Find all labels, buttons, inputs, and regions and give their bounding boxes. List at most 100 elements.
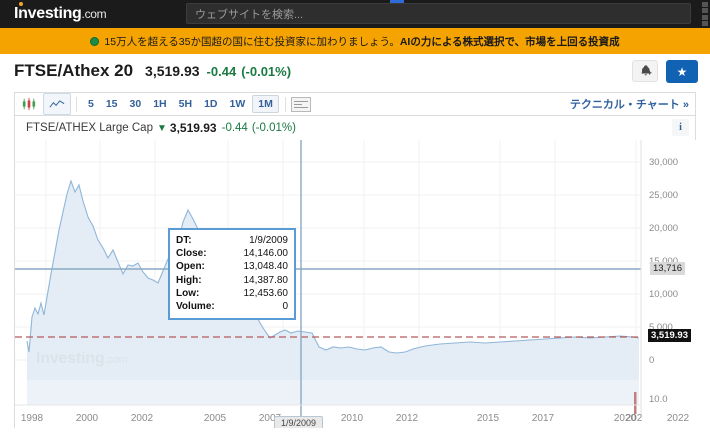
tooltip-row: Low: 12,453.60 <box>176 287 288 300</box>
tooltip-row: High: 14,387.80 <box>176 274 288 287</box>
tooltip-value: 1/9/2009 <box>249 235 288 246</box>
line-chart-button[interactable] <box>43 93 71 115</box>
last-price-tag: 3,519.93 <box>648 329 691 342</box>
toolbar-divider <box>76 96 77 112</box>
kebab-dot <box>702 2 708 7</box>
promo-text-bold: AIの力による株式選択で、市場を上回る投資成 <box>399 35 620 48</box>
instrument-change-percent: (-0.01%) <box>241 63 292 79</box>
investing-logo[interactable]: Investing .com <box>14 2 107 23</box>
y-axis-tick-labels: 30,000 25,000 20,000 15,000 10,000 5,000… <box>649 157 678 405</box>
chart-trend-arrow-icon: ▼ <box>156 122 167 134</box>
xtick-label: 2000 <box>76 413 99 424</box>
chart-panel: FTSE/ATHEX Large Cap ▼ 3,519.93 -0.44 (-… <box>14 116 697 428</box>
tooltip-value: 12,453.60 <box>243 287 289 299</box>
tooltip-key: Close: <box>176 248 207 260</box>
site-search-input[interactable]: ウェブサイトを検索... <box>186 3 691 24</box>
ytick-label: 5,000 <box>649 322 673 333</box>
volume-pane-background <box>27 380 639 405</box>
tooltip-row: Volume: 0 <box>176 300 288 313</box>
chart-change: -0.44 <box>221 122 248 134</box>
ytick-label: 25,000 <box>649 190 678 201</box>
tooltip-row: Close: 14,146.00 <box>176 247 288 260</box>
promo-text: 15万人を超える35か国超の国に住む投資家に加わりましょう。AIの力による株式選… <box>104 34 619 49</box>
nav-active-indicator <box>390 0 404 3</box>
news-line <box>293 103 302 105</box>
xtick-label: 2010 <box>341 413 364 424</box>
interval-5[interactable]: 5 <box>88 98 94 110</box>
tooltip-key: Volume: <box>176 301 215 313</box>
instrument-last-price: 3,519.93 <box>145 63 200 79</box>
chart-plot-area[interactable]: 30,000 25,000 20,000 15,000 10,000 5,000… <box>15 140 697 428</box>
ytick-label: 30,000 <box>649 157 678 168</box>
logo-main-text: Investing <box>14 2 82 22</box>
xtick-label: 2017 <box>532 413 555 424</box>
interval-5h[interactable]: 5H <box>178 98 193 110</box>
kebab-menu-icon[interactable] <box>702 2 708 26</box>
chart-info-button[interactable]: i <box>672 119 689 136</box>
xtick-label: 2012 <box>396 413 419 424</box>
top-navigation-bar: Investing .com ウェブサイトを検索... <box>0 0 710 28</box>
interval-15[interactable]: 15 <box>105 98 118 110</box>
crosshair-price-tag: 13,716 <box>650 262 686 275</box>
chart-last-price: 3,519.93 <box>169 121 217 135</box>
ytick-label: 15,000 <box>649 256 678 267</box>
interval-30[interactable]: 30 <box>129 98 142 110</box>
ytick-label: 0 <box>649 355 654 366</box>
xtick-label: 2002 <box>131 413 154 424</box>
promo-banner[interactable]: 15万人を超える35か国超の国に住む投資家に加わりましょう。AIの力による株式選… <box>0 28 710 54</box>
globe-icon <box>90 36 100 46</box>
xtick-label: 2020 <box>614 413 637 424</box>
kebab-dot <box>702 14 708 20</box>
interval-1d[interactable]: 1D <box>204 98 218 110</box>
chart-toolbar: 5 15 30 1H 5H 1D 1W 1M テクニカル・チャート » <box>14 92 696 116</box>
watermark-suffix: .com <box>104 354 128 366</box>
interval-1h[interactable]: 1H <box>153 98 167 110</box>
info-icon: i <box>679 122 682 133</box>
kebab-dot <box>702 8 708 14</box>
tooltip-value: 13,048.40 <box>243 261 289 273</box>
instrument-change: -0.44 <box>206 63 237 79</box>
tooltip-value: 0 <box>282 301 288 313</box>
ytick-label: 10,000 <box>649 289 678 300</box>
toolbar-divider <box>284 96 286 112</box>
tooltip-value: 14,387.80 <box>243 274 289 286</box>
news-panel-button[interactable] <box>290 96 311 112</box>
interval-1m[interactable]: 1M <box>252 95 279 113</box>
tooltip-row: Open: 13,048.40 <box>176 260 288 273</box>
candlestick-chart-icon <box>22 97 36 111</box>
volume-axis-tick-label: 10.0 <box>649 394 668 405</box>
x-axis-tick-labels: 1998 2000 2002 2005 2007 2010 2012 2015 … <box>21 413 690 424</box>
create-alert-button[interactable] <box>632 60 658 82</box>
tooltip-key: Open: <box>176 261 205 273</box>
search-placeholder-text: ウェブサイトを検索... <box>195 8 304 21</box>
news-line <box>293 106 308 108</box>
star-icon: ★ <box>676 64 688 79</box>
tooltip-key: High: <box>176 274 202 286</box>
xtick-label: 2015 <box>477 413 500 424</box>
tooltip-key: DT: <box>176 235 192 246</box>
add-to-watchlist-button[interactable]: ★ <box>666 60 698 83</box>
tooltip-row: DT: 1/9/2009 <box>176 234 288 247</box>
xtick-label: 2005 <box>204 413 227 424</box>
kebab-dot <box>702 20 708 26</box>
chart-tooltip: DT: 1/9/2009 Close: 14,146.00 Open: 13,048.… <box>168 228 296 321</box>
ytick-label: 20,000 <box>649 223 678 234</box>
line-chart-icon <box>49 99 65 107</box>
page-bottom-filler <box>0 428 710 441</box>
promo-text-plain: 15万人を超える35か国超の国に住む投資家に加わりましょう。 <box>104 35 400 48</box>
watermark-main: Investing <box>36 350 105 367</box>
xtick-label: 202 <box>626 413 643 424</box>
technical-chart-link[interactable]: テクニカル・チャート » <box>569 99 689 111</box>
xtick-label: 2007 <box>259 413 282 424</box>
candlestick-chart-button[interactable] <box>15 93 43 115</box>
news-line <box>293 100 308 102</box>
volume-bar <box>634 392 637 414</box>
tooltip-value: 14,146.00 <box>243 248 289 260</box>
chart-change-percent: (-0.01%) <box>251 122 296 134</box>
interval-1w[interactable]: 1W <box>229 98 246 110</box>
chart-instrument-name: FTSE/ATHEX Large Cap <box>26 122 153 134</box>
logo-suffix-text: .com <box>81 7 107 21</box>
instrument-header: FTSE/Athex 20 3,519.93 -0.44 (-0.01%) <box>0 54 710 88</box>
page-title: FTSE/Athex 20 <box>14 61 134 80</box>
